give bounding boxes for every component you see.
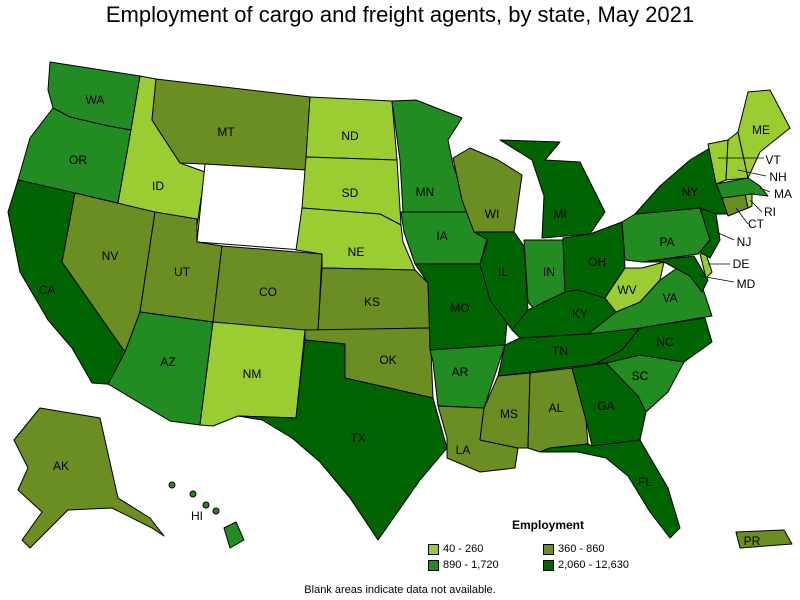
map-title: Employment of cargo and freight agents, … xyxy=(105,2,695,27)
state-label-UT: UT xyxy=(174,265,191,279)
state-label-MD: MD xyxy=(737,277,756,291)
legend-item: 40 - 260 xyxy=(428,541,543,557)
state-AK[interactable] xyxy=(13,407,165,549)
legend-swatch xyxy=(543,559,554,571)
state-label-FL: FL xyxy=(638,475,652,489)
legend-item: 360 - 860 xyxy=(543,541,658,557)
state-FL[interactable] xyxy=(539,439,681,539)
legend-item: 2,060 - 12,630 xyxy=(543,557,658,573)
legend-swatch xyxy=(428,559,439,571)
state-label-MA: MA xyxy=(774,187,792,201)
legend-label: 890 - 1,720 xyxy=(443,559,499,571)
state-label-WA: WA xyxy=(86,93,105,107)
state-label-IA: IA xyxy=(436,229,447,243)
state-label-WV: WV xyxy=(617,283,636,297)
state-label-WI: WI xyxy=(485,207,500,221)
state-label-OK: OK xyxy=(379,353,396,367)
state-TX[interactable] xyxy=(237,339,448,541)
state-label-PR: PR xyxy=(744,534,761,548)
state-label-NM: NM xyxy=(243,367,262,381)
state-label-AL: AL xyxy=(549,401,564,415)
state-label-CT: CT xyxy=(748,217,765,231)
state-label-SC: SC xyxy=(632,369,649,383)
state-ME[interactable] xyxy=(737,89,791,179)
state-label-DE: DE xyxy=(733,257,750,271)
legend-label: 40 - 260 xyxy=(443,543,484,555)
footnote: Blank areas indicate data not available. xyxy=(304,584,496,596)
state-label-TX: TX xyxy=(350,431,365,445)
state-label-NH: NH xyxy=(769,170,786,184)
state-label-MN: MN xyxy=(416,185,435,199)
state-label-VA: VA xyxy=(662,291,677,305)
state-label-CA: CA xyxy=(39,283,56,297)
legend-row: 890 - 1,720 2,060 - 12,630 xyxy=(428,557,658,573)
state-label-RI: RI xyxy=(764,205,776,219)
state-MD[interactable] xyxy=(641,255,709,293)
state-label-AZ: AZ xyxy=(160,355,175,369)
state-label-PA: PA xyxy=(659,235,674,249)
state-label-TN: TN xyxy=(552,344,568,358)
legend-label: 2,060 - 12,630 xyxy=(558,559,629,571)
state-label-NC: NC xyxy=(656,335,674,349)
state-label-IN: IN xyxy=(543,265,555,279)
state-label-OR: OR xyxy=(69,153,87,167)
state-label-KY: KY xyxy=(572,307,588,321)
legend: Employment 40 - 260 360 - 860 890 - 1,72… xyxy=(428,518,658,573)
state-label-VT: VT xyxy=(765,153,781,167)
state-label-NE: NE xyxy=(348,245,365,259)
legend-label: 360 - 860 xyxy=(558,543,605,555)
state-MI[interactable] xyxy=(499,139,606,239)
state-label-NV: NV xyxy=(102,249,119,263)
state-label-MI: MI xyxy=(553,207,566,221)
legend-swatch xyxy=(543,543,554,555)
state-label-KS: KS xyxy=(364,295,380,309)
state-label-MS: MS xyxy=(500,407,518,421)
state-label-AR: AR xyxy=(452,365,469,379)
state-label-ME: ME xyxy=(752,123,770,137)
state-label-SD: SD xyxy=(342,186,359,200)
label-leader-lines xyxy=(699,157,771,283)
legend-row: 40 - 260 360 - 860 xyxy=(428,541,658,557)
legend-swatch xyxy=(428,543,439,555)
state-label-AK: AK xyxy=(53,459,69,473)
state-label-CO: CO xyxy=(259,285,277,299)
state-label-NY: NY xyxy=(682,185,699,199)
state-label-GA: GA xyxy=(597,399,614,413)
state-PR[interactable] xyxy=(735,529,793,549)
state-label-ND: ND xyxy=(341,129,359,143)
state-MN[interactable] xyxy=(391,99,471,213)
state-label-ID: ID xyxy=(152,179,164,193)
hawaii-islets xyxy=(168,481,220,515)
state-WV[interactable] xyxy=(604,261,665,313)
state-label-MO: MO xyxy=(450,301,469,315)
state-label-LA: LA xyxy=(456,443,471,457)
state-WY[interactable] xyxy=(196,163,307,251)
state-label-HI: HI xyxy=(191,509,203,523)
state-HI[interactable] xyxy=(223,521,245,549)
legend-title: Employment xyxy=(511,518,584,532)
state-label-NJ: NJ xyxy=(737,235,752,249)
legend-item: 890 - 1,720 xyxy=(428,557,543,573)
state-label-OH: OH xyxy=(588,255,606,269)
state-label-MT: MT xyxy=(217,125,235,139)
state-label-IL: IL xyxy=(498,265,508,279)
state-NC[interactable] xyxy=(594,317,713,365)
state-WI[interactable] xyxy=(452,147,523,233)
